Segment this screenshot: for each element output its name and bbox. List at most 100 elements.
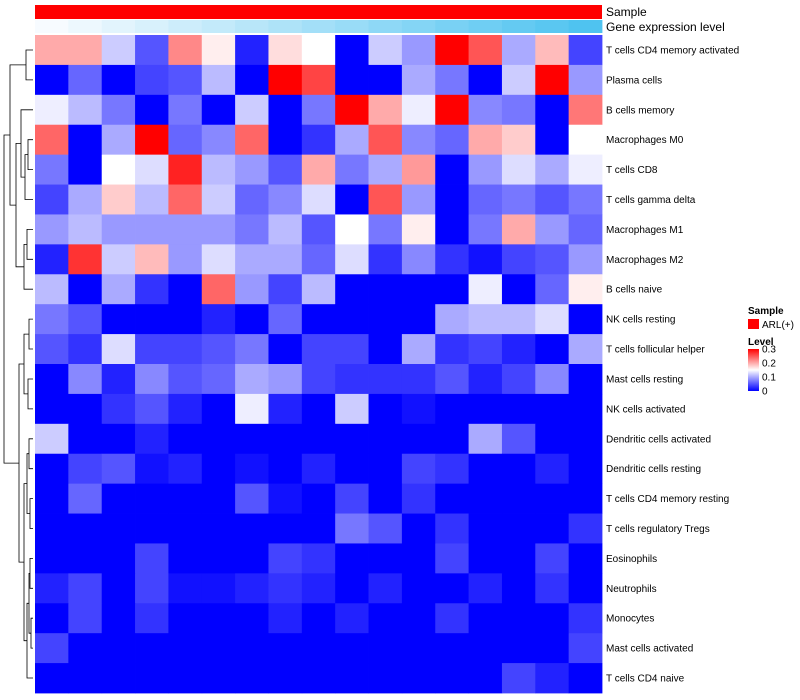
annotation-cell-expression [535,20,570,33]
heatmap-cell [468,35,503,66]
heatmap-cell [335,124,369,156]
heatmap-cell [568,453,603,485]
heatmap-cell [368,154,403,185]
heatmap-cell [235,334,269,365]
heatmap-cell [435,483,469,514]
heatmap-cell [201,334,236,365]
heatmap-cell [35,334,69,365]
heatmap-cell [68,423,103,455]
heatmap-cell [35,94,69,126]
heatmap-cell [68,154,103,185]
heatmap-cell [268,543,303,574]
heatmap-cell [201,393,236,425]
heatmap-cell [135,633,169,664]
heatmap-cell [168,184,203,215]
heatmap-cell [335,603,369,634]
heatmap-cell [335,184,369,215]
annotation-cell-expression [268,20,303,33]
heatmap-cell [435,274,469,305]
heatmap-cell [501,633,536,664]
annotation-cell-expression [235,20,269,33]
heatmap-cell [168,483,203,514]
heatmap-cell [68,364,103,395]
heatmap-cell [368,663,403,694]
heatmap-cell [301,274,336,305]
heatmap-cell [468,543,503,574]
heatmap-cell [268,513,303,544]
row-label: Mast cells activated [606,644,693,655]
row-label: Macrophages M1 [606,225,684,236]
dendrogram-branch [24,154,33,200]
dendrogram-branch [26,453,30,514]
heatmap-cell [535,334,570,365]
heatmap-cell [301,364,336,395]
heatmap-cell [235,244,269,275]
heatmap-cell [368,64,403,96]
heatmap-cell [168,64,203,96]
heatmap-cell [201,274,236,305]
heatmap-cell [368,184,403,215]
heatmap-cell [501,334,536,365]
heatmap-cell [268,453,303,485]
annotation-label-sample: Sample [606,5,647,19]
heatmap-cell [535,124,570,156]
annotation-cell-expression [35,20,69,33]
heatmap-cell [501,154,536,185]
heatmap-cell [68,304,103,335]
heatmap-cell [268,423,303,455]
heatmap-cell [201,423,236,455]
heatmap-cell [568,483,603,514]
heatmap-cell [468,124,503,156]
heatmap-cell [135,334,169,365]
heatmap-cell [68,214,103,245]
heatmap-cell [435,453,469,485]
heatmap-cell [468,334,503,365]
row-label: T cells CD4 naive [606,674,685,685]
heatmap-cell [501,483,536,514]
heatmap-cell [335,483,369,514]
heatmap-cell [101,154,136,185]
heatmap-cell [101,94,136,126]
heatmap-cell [68,274,103,305]
heatmap-cell [435,35,469,66]
heatmap-cell [201,364,236,395]
heatmap-cell [535,364,570,395]
row-label: NK cells activated [606,404,685,415]
heatmap-cell [235,393,269,425]
heatmap-cell [235,304,269,335]
dendrogram-branch [20,109,33,178]
heatmap-cell [35,423,69,455]
annotation-cell-expression [101,20,136,33]
heatmap-cell [435,603,469,634]
row-label: Monocytes [606,614,654,625]
heatmap-cell [101,184,136,215]
heatmap-cell [135,154,169,185]
heatmap-cell [235,35,269,66]
heatmap-cell [268,483,303,514]
heatmap-cell [201,304,236,335]
heatmap-cell [401,633,436,664]
heatmap-cell [368,35,403,66]
heatmap-cell [535,423,570,455]
heatmap-cell [68,603,103,634]
legend-level-ticks: 0.3 0.2 0.1 0 [762,345,776,398]
heatmap-cell [235,513,269,544]
heatmap-cell [135,603,169,634]
heatmap-cell [535,94,570,126]
heatmap-cell [168,274,203,305]
dendrogram-branch [28,318,33,350]
heatmap-cell [268,94,303,126]
heatmap-cell [335,274,369,305]
heatmap-cell [335,364,369,395]
heatmap-cell [268,274,303,305]
heatmap-cell [101,274,136,305]
heatmap-cell [235,453,269,485]
heatmap-cell [268,603,303,634]
heatmap-cell [568,214,603,245]
heatmap-cell [435,543,469,574]
heatmap-cell [568,64,603,96]
heatmap-cell [101,244,136,275]
heatmap-cell [435,364,469,395]
dendrogram-branch [23,244,33,290]
heatmap-cell [368,543,403,574]
